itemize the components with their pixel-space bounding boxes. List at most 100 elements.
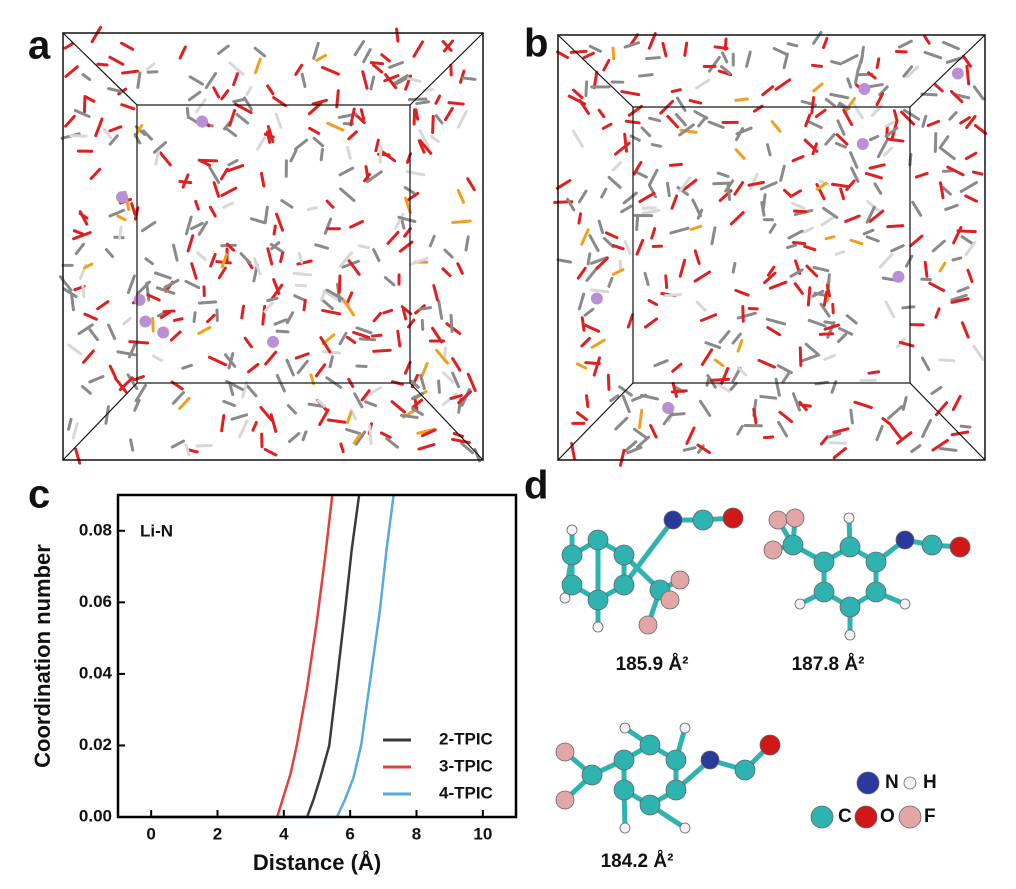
bond — [810, 96, 816, 115]
li-atom — [856, 138, 869, 151]
bond — [881, 417, 892, 426]
bond — [126, 373, 139, 390]
mol-atom — [665, 749, 687, 771]
mol-atom — [555, 742, 575, 762]
bond — [849, 408, 854, 425]
bond — [388, 60, 404, 69]
bond — [122, 316, 132, 326]
bond — [294, 138, 309, 151]
bond — [926, 119, 941, 128]
bond — [585, 394, 590, 409]
atom-legend: O — [880, 806, 895, 827]
bond — [938, 181, 945, 200]
atom-swatch — [903, 776, 917, 790]
bond — [736, 424, 744, 436]
bond — [965, 64, 971, 86]
box-outer — [62, 32, 484, 461]
bond — [830, 60, 843, 66]
bond — [152, 141, 168, 154]
bond — [951, 256, 963, 262]
bond — [555, 179, 572, 190]
y-tick-label: 0.04 — [79, 663, 113, 682]
bond — [844, 214, 861, 223]
bond — [81, 284, 86, 299]
bond — [212, 181, 221, 198]
bond — [752, 407, 758, 425]
bond — [293, 294, 307, 302]
bond — [272, 96, 288, 108]
bond — [650, 227, 657, 240]
x-tick-label: 8 — [412, 824, 421, 843]
bond — [411, 407, 424, 416]
bond — [839, 187, 846, 201]
mol-atom — [692, 509, 714, 531]
mol-atom — [561, 544, 583, 566]
bond — [875, 424, 884, 442]
series-line — [151, 494, 334, 819]
li-atom — [951, 67, 964, 80]
bond — [292, 271, 313, 277]
bond — [369, 75, 376, 91]
bond — [868, 163, 886, 170]
bond — [399, 413, 419, 420]
bond — [192, 311, 197, 324]
bond — [187, 90, 202, 102]
bond — [584, 80, 589, 98]
bond — [575, 411, 589, 422]
bond — [456, 109, 468, 129]
bond — [82, 349, 95, 364]
bond — [249, 217, 267, 225]
bond — [772, 46, 788, 56]
bond — [685, 426, 696, 445]
bond — [641, 208, 661, 215]
bond — [876, 140, 888, 159]
bond — [466, 177, 476, 192]
bond — [353, 392, 364, 409]
mol-atom — [587, 529, 609, 551]
x-tick-label: 4 — [279, 824, 289, 843]
bond — [326, 418, 347, 424]
bond — [369, 61, 385, 66]
bond — [371, 333, 383, 338]
bond — [841, 54, 859, 65]
atom-swatch — [854, 805, 878, 829]
bond — [204, 72, 218, 90]
bond — [243, 336, 253, 349]
atom-swatch — [856, 771, 880, 795]
bond — [867, 370, 881, 375]
bond — [664, 274, 669, 290]
bond — [69, 134, 88, 138]
bond — [83, 312, 98, 321]
bond — [464, 235, 470, 252]
bond — [950, 293, 968, 302]
bond — [693, 249, 701, 265]
bond — [287, 432, 301, 444]
bond — [431, 114, 435, 135]
mol-atom — [813, 581, 835, 603]
bond — [361, 70, 369, 90]
bond — [194, 199, 200, 211]
mol-atom — [768, 510, 788, 530]
bond — [311, 98, 328, 106]
bond — [371, 63, 384, 74]
bond — [368, 424, 373, 445]
bond — [759, 394, 778, 400]
bond — [259, 405, 273, 422]
bond — [731, 261, 737, 274]
bond — [357, 244, 370, 250]
bond — [853, 400, 873, 410]
bond — [451, 357, 462, 372]
bond — [457, 390, 473, 405]
li-atom — [133, 293, 146, 306]
bond — [300, 72, 307, 88]
mol-atom — [587, 589, 609, 611]
bond — [104, 405, 110, 425]
bond — [892, 109, 899, 123]
bond — [835, 133, 849, 146]
mol-atom — [592, 621, 604, 633]
bond — [971, 170, 984, 176]
bond — [580, 336, 591, 348]
mol-atom — [613, 749, 635, 771]
bond — [582, 51, 595, 60]
bond — [306, 206, 318, 211]
